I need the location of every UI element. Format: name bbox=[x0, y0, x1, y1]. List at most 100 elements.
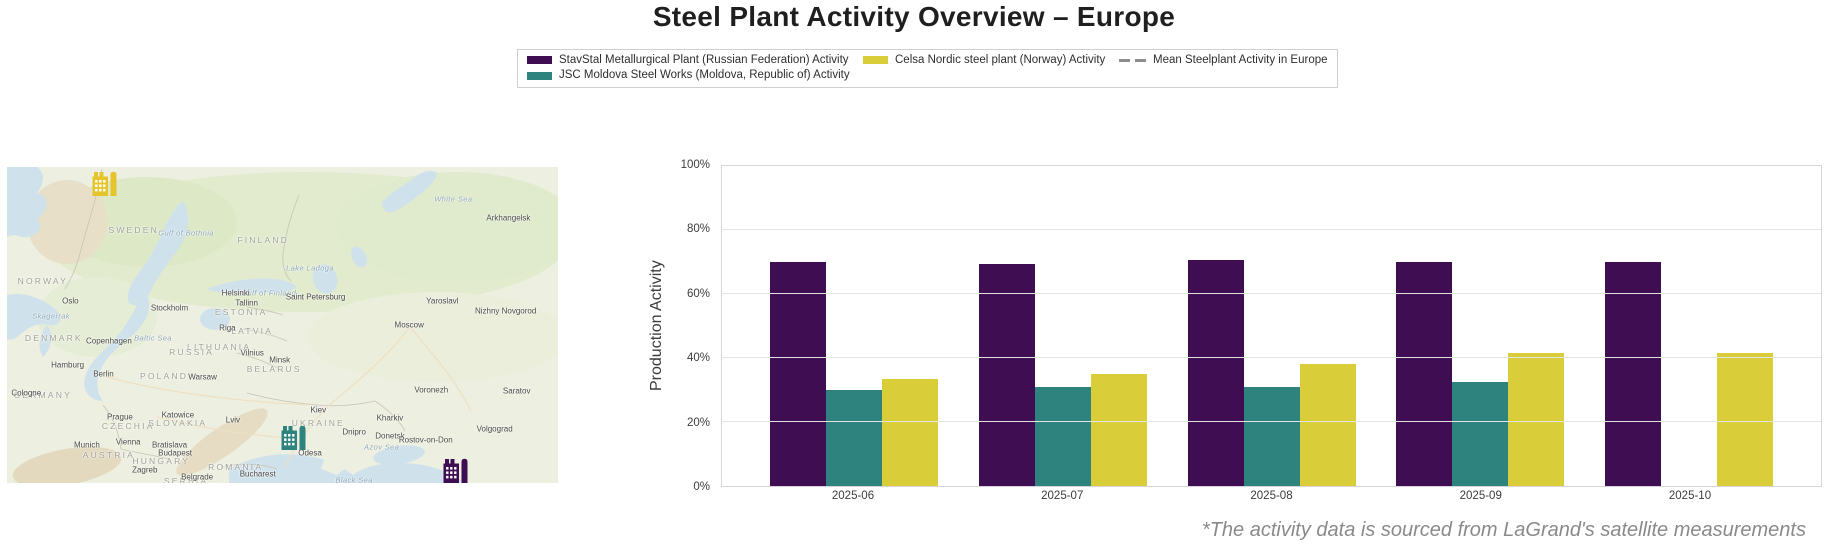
map-label-country: FINLAND bbox=[237, 234, 290, 245]
bar bbox=[1717, 353, 1773, 486]
map-label-city: Copenhagen bbox=[86, 336, 132, 346]
factory-marker bbox=[93, 168, 120, 196]
x-tick-label: 2025-10 bbox=[1668, 490, 1712, 502]
bar-group-2025-07 bbox=[978, 166, 1147, 486]
map-label-country: HUNGARY bbox=[132, 455, 191, 466]
legend-label-celsa: Celsa Nordic steel plant (Norway) Activi… bbox=[895, 54, 1106, 66]
map-label-city: Arkhangelsk bbox=[486, 213, 531, 223]
bar bbox=[826, 390, 882, 486]
factory-icon bbox=[93, 168, 120, 196]
bar-group-2025-09 bbox=[1396, 166, 1565, 486]
bar-group-2025-08 bbox=[1187, 166, 1356, 486]
bar bbox=[1452, 382, 1509, 486]
factory-icon bbox=[444, 455, 471, 483]
map-label-water: Azov Sea bbox=[364, 442, 400, 452]
x-tick-label: 2025-07 bbox=[1041, 490, 1084, 502]
legend-item-celsa: Celsa Nordic steel plant (Norway) Activi… bbox=[863, 53, 1119, 67]
factory-icon bbox=[282, 422, 309, 450]
map-label-city: Moscow bbox=[394, 320, 424, 330]
legend-label-mean: Mean Steelplant Activity in Europe bbox=[1153, 54, 1328, 66]
map-label-city: Yaroslavl bbox=[426, 296, 459, 306]
map-label-city: Cologne bbox=[11, 388, 42, 398]
map-label-city: Zagreb bbox=[132, 465, 158, 475]
map-label-country: SWEDEN bbox=[108, 225, 159, 236]
y-tick-label: 0% bbox=[693, 481, 710, 493]
map-label-city: Helsinki bbox=[221, 288, 250, 298]
y-axis-ticks: 0% 20% 40% 60% 80% 100% bbox=[640, 159, 714, 493]
footnote: *The activity data is sourced from LaGra… bbox=[1201, 519, 1806, 541]
factory-marker bbox=[444, 455, 471, 483]
gridline bbox=[722, 293, 1821, 294]
map-label-country: DENMARK bbox=[24, 332, 83, 343]
map-label-water: Gulf of Bothnia bbox=[158, 228, 214, 238]
map-label-city: Vilnius bbox=[240, 348, 264, 358]
chart-legend: StavStal Metallurgical Plant (Russian Fe… bbox=[517, 49, 1338, 88]
legend-swatch-jsc-moldova bbox=[527, 71, 552, 80]
map-label-country: GERMANY bbox=[13, 389, 73, 400]
gridline bbox=[722, 421, 1821, 422]
map-label-country: LITHUANIA bbox=[187, 342, 252, 353]
legend-item-stavstal: StavStal Metallurgical Plant (Russian Fe… bbox=[527, 53, 863, 67]
map-label-city: Belgrade bbox=[181, 472, 214, 482]
map-label-city: Stockholm bbox=[150, 303, 189, 313]
y-tick-label: 80% bbox=[686, 223, 710, 236]
bar-group-2025-06 bbox=[770, 166, 938, 486]
map-label-country: BELARUS bbox=[246, 364, 302, 375]
map-label-water: Baltic Sea bbox=[134, 333, 172, 343]
map-label-city: Riga bbox=[219, 323, 236, 333]
map-label-country: SERBIA bbox=[163, 476, 209, 483]
map-label-city: Lviv bbox=[225, 415, 241, 425]
map-label-city: Odesa bbox=[298, 448, 322, 458]
map-label-country: RUSSIA bbox=[169, 346, 215, 357]
map-label-country: ROMANIA bbox=[208, 462, 264, 473]
map-label-city: Nizhny Novgorod bbox=[474, 306, 537, 316]
bar bbox=[1508, 353, 1565, 486]
map-label-water: Black Sea bbox=[335, 475, 373, 483]
map-label-city: Donetsk bbox=[375, 431, 405, 441]
map-label-city: Minsk bbox=[269, 355, 291, 365]
legend-swatch-stavstal bbox=[527, 56, 552, 65]
bar-groups bbox=[722, 166, 1821, 486]
x-tick-label: 2025-06 bbox=[831, 490, 875, 502]
map-label-city: Bratislava bbox=[151, 440, 188, 450]
bar bbox=[1605, 262, 1661, 486]
bar bbox=[1090, 374, 1147, 486]
bar bbox=[978, 263, 1035, 486]
map-label-city: Budapest bbox=[158, 448, 192, 458]
legend-dashed-line-sample bbox=[1119, 58, 1146, 62]
map-label-city: Katowice bbox=[161, 410, 195, 420]
map-labels: White Sea Gulf of Bothnia Lake Ladoga Gulf … bbox=[7, 167, 558, 483]
map-label-city: Vienna bbox=[115, 437, 141, 447]
map-label-city: Kharkiv bbox=[376, 413, 404, 423]
map-label-city: Berlin bbox=[93, 369, 114, 379]
bar bbox=[1034, 386, 1091, 486]
y-tick-label: 20% bbox=[686, 416, 710, 429]
map-label-water: Lake Ladoga bbox=[286, 263, 334, 273]
europe-map: White Sea Gulf of Bothnia Lake Ladoga Gulf … bbox=[7, 167, 558, 483]
map-label-city: Saint Petersburg bbox=[285, 292, 346, 302]
map-label-city: Oslo bbox=[62, 296, 79, 306]
map-label-country: UKRAINE bbox=[291, 417, 345, 428]
map-label-water: Skagerrak bbox=[32, 311, 70, 321]
map-label-country: POLAND bbox=[139, 370, 189, 381]
bar bbox=[882, 378, 938, 486]
map-label-city: Volgograd bbox=[476, 424, 513, 434]
x-axis-labels: 2025-06 2025-07 2025-08 2025-09 2025-10 bbox=[721, 490, 1822, 502]
map-label-city: Munich bbox=[73, 440, 100, 450]
plot-area bbox=[721, 165, 1822, 487]
europe-map-base bbox=[7, 167, 558, 483]
map-label-country: SLOVAKIA bbox=[148, 417, 208, 428]
legend-label-stavstal: StavStal Metallurgical Plant (Russian Fe… bbox=[559, 54, 849, 66]
map-label-city: Kiev bbox=[310, 405, 327, 415]
map-label-city: Saratov bbox=[502, 386, 531, 396]
bar bbox=[1187, 260, 1244, 486]
map-label-water: White Sea bbox=[434, 194, 473, 204]
y-tick-label: 40% bbox=[686, 352, 710, 365]
map-label-water: Gulf of Finland bbox=[241, 288, 297, 298]
map-label-city: Warsaw bbox=[188, 372, 217, 382]
legend-label-jsc-moldova: JSC Moldova Steel Works (Moldova, Republ… bbox=[559, 69, 850, 82]
legend-swatch-celsa bbox=[863, 56, 888, 65]
map-label-country: ESTONIA bbox=[214, 307, 268, 318]
map-label-city: Tallinn bbox=[235, 298, 259, 308]
map-label-city: Bucharest bbox=[239, 469, 276, 479]
